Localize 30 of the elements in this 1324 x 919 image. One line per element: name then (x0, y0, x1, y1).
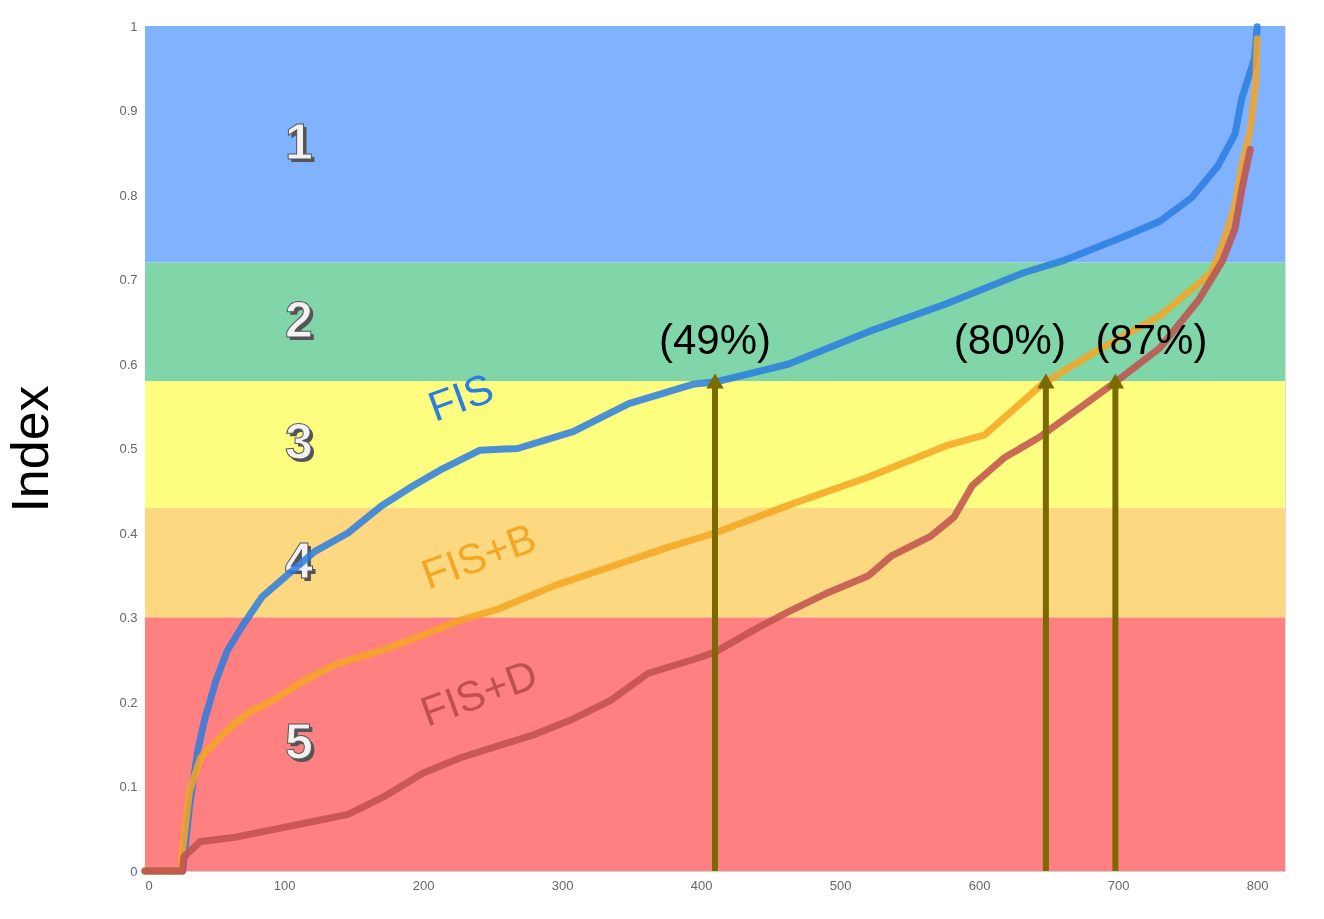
x-tick-label: 700 (1107, 877, 1130, 893)
y-tick-label: 0.5 (119, 441, 138, 456)
x-tick-label: 400 (690, 877, 713, 893)
y-tick-label: 0.3 (119, 610, 138, 625)
y-axis-title: Index (1, 385, 60, 513)
annotation: (49%) (658, 315, 772, 363)
text: FIS+B (415, 513, 543, 599)
y-tick-label: 0.2 (119, 694, 138, 710)
x-tick-label: 800 (1246, 877, 1269, 893)
band-label: 2 (284, 291, 313, 348)
x-tick-label: 600 (968, 877, 991, 893)
x-tick-label: 300 (551, 877, 574, 893)
x-tick-label: 100 (273, 877, 296, 893)
annotation: (87%) (1095, 315, 1208, 363)
y-tick-label: 0.7 (119, 272, 138, 287)
band-label: 5 (284, 714, 313, 771)
annotation: (80%) (953, 315, 1066, 363)
x-tick-label: 0 (145, 877, 153, 893)
y-tick-label: 1 (130, 18, 138, 34)
text: FIS+D (414, 650, 544, 736)
text: FIS (421, 363, 500, 431)
y-tick-label: 0.4 (119, 525, 138, 541)
y-tick-label: 0.1 (119, 779, 138, 794)
y-tick-label: 0 (130, 863, 138, 879)
y-tick-label: 0.6 (119, 356, 138, 372)
x-tick-label: 200 (412, 877, 435, 893)
band-label: 3 (284, 414, 313, 471)
x-tick-label: 500 (829, 877, 852, 893)
y-tick-label: 0.8 (119, 187, 138, 203)
y-tick-label: 0.9 (119, 103, 138, 118)
